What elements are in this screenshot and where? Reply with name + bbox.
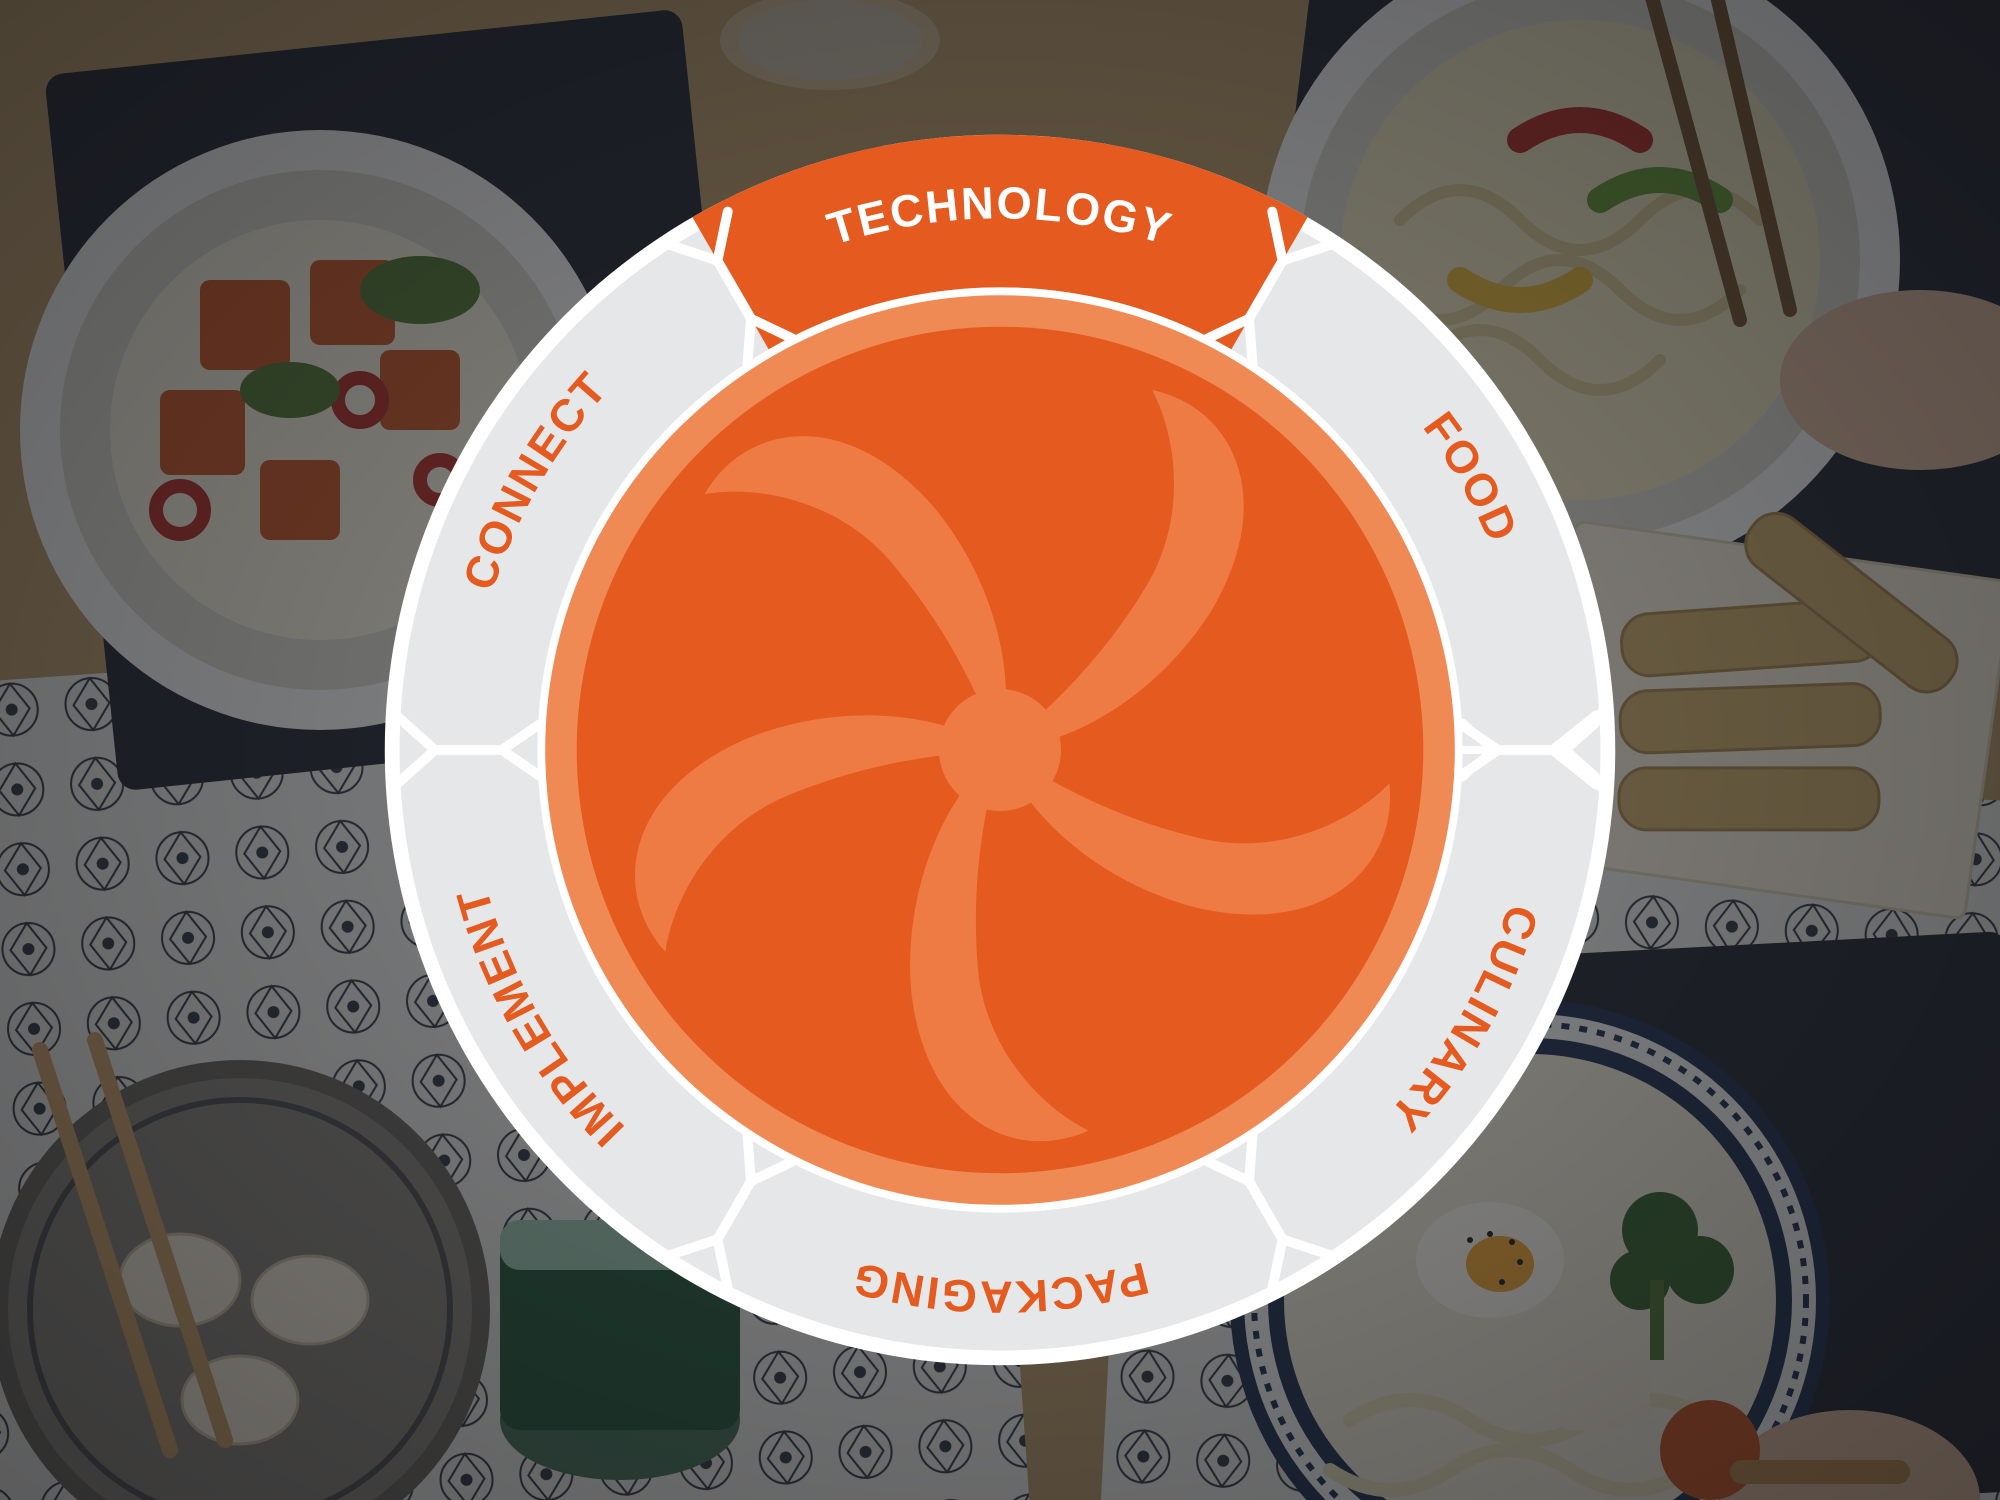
- stage: TECHNOLOGY FOOD CULINARY PACKAGING IMPLE…: [0, 0, 2000, 1500]
- process-wheel: TECHNOLOGY FOOD CULINARY PACKAGING IMPLE…: [370, 120, 1630, 1380]
